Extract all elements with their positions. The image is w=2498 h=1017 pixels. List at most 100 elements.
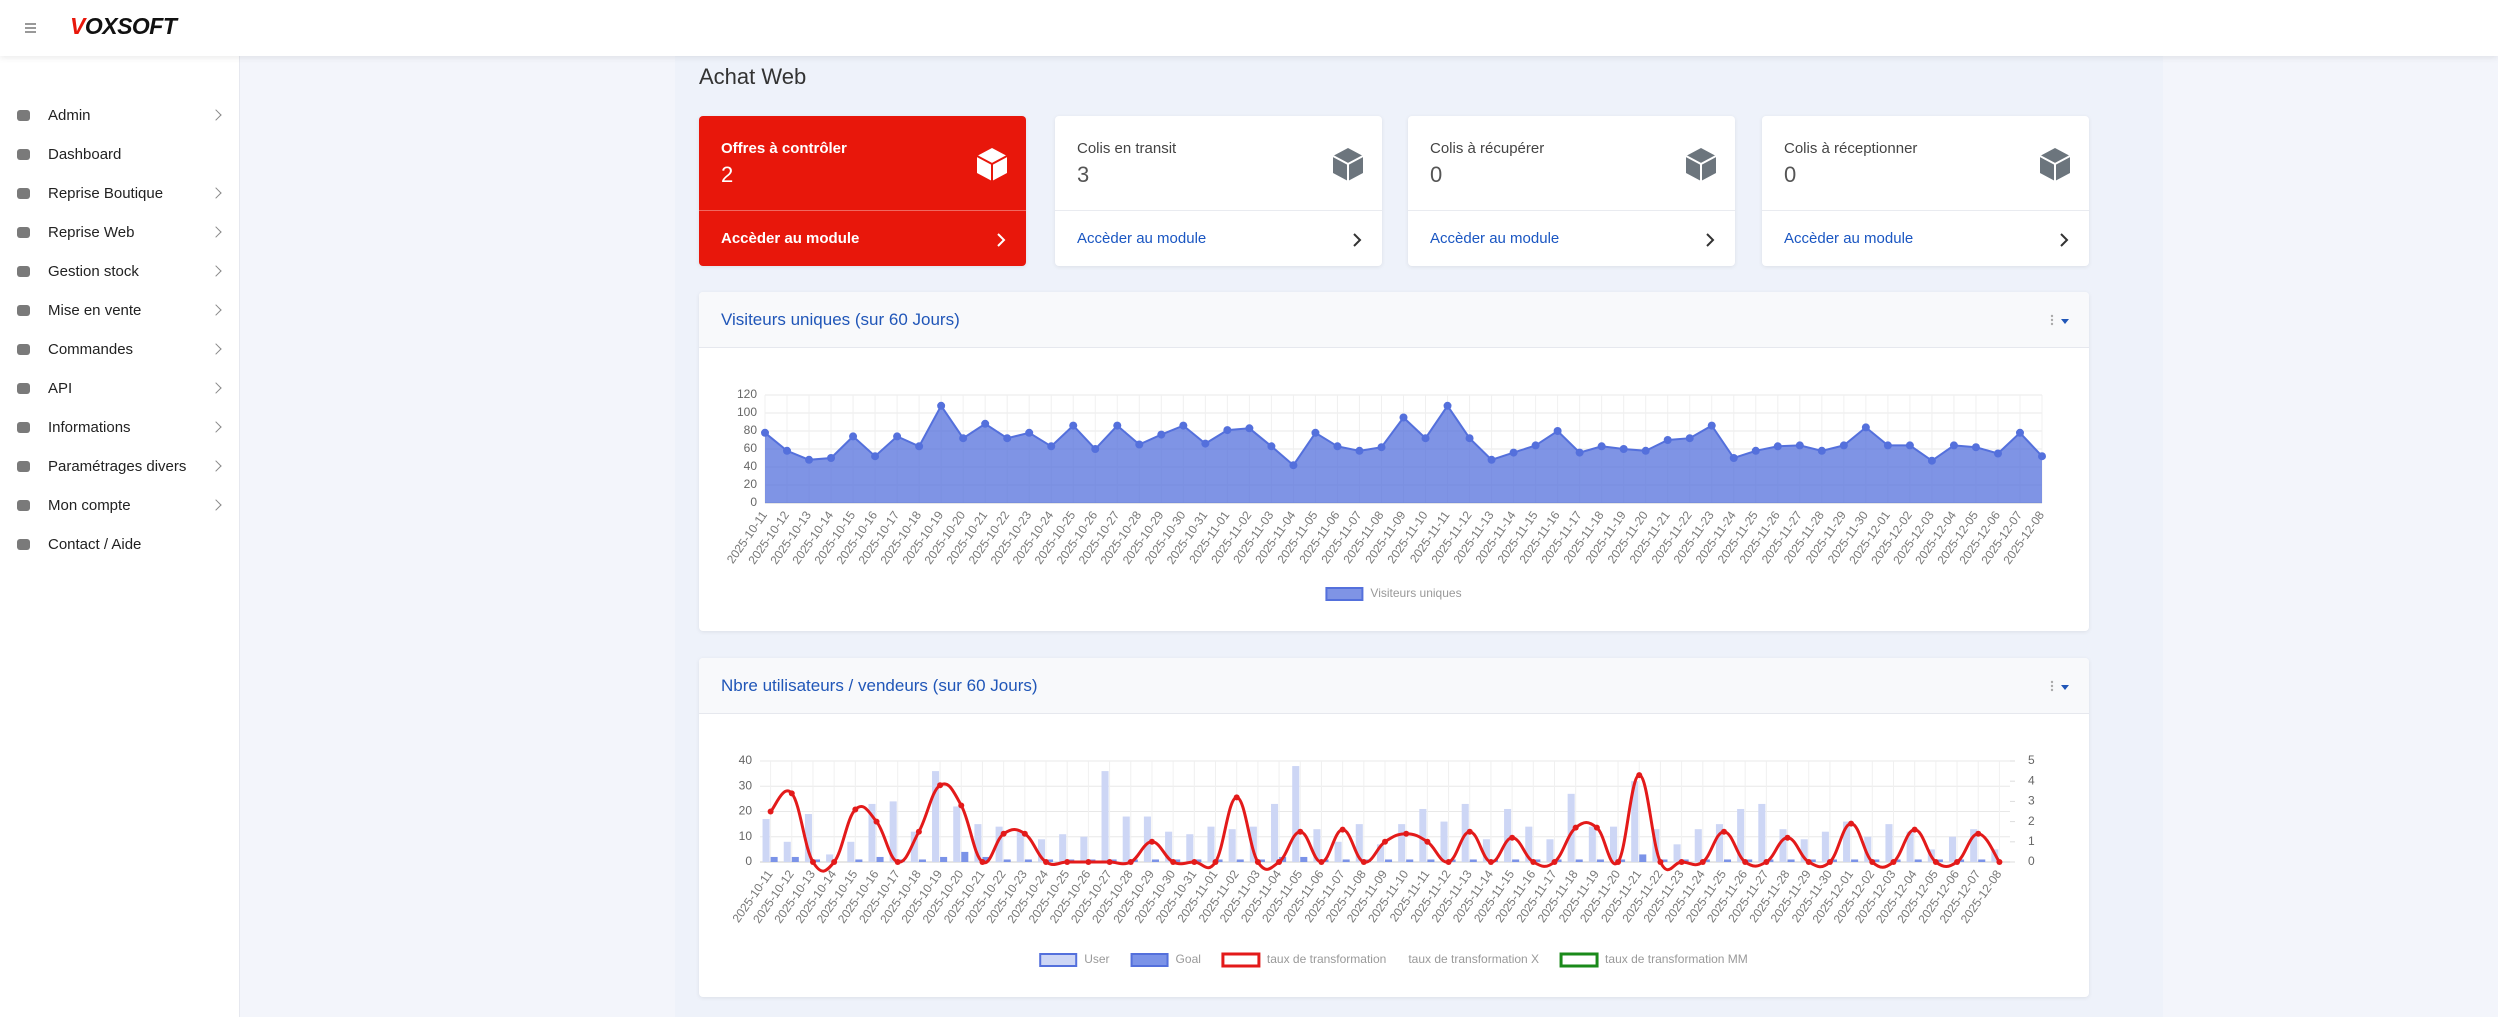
bar [1702,859,1710,862]
bar [1313,829,1321,862]
point [1657,859,1664,865]
y2-tick-label: 5 [2028,753,2035,767]
bar [1406,859,1414,862]
cube-icon [976,148,1008,181]
bar [1745,859,1753,862]
menu-chevron [210,382,222,394]
bar [1300,856,1308,862]
point [1720,828,1727,835]
logo[interactable]: VOXSOFT [70,13,177,39]
menu-item[interactable]: Reprise Boutique [0,174,240,213]
bar [1440,821,1448,862]
panel-menu[interactable] [2049,680,2073,694]
point [831,859,838,865]
menu-item[interactable]: Admin [0,96,240,135]
bar [847,841,855,862]
point [893,432,902,441]
bar [1935,859,1943,862]
menu-item[interactable]: Paramétrages divers [0,447,240,486]
card-title: Offres à contrôler [721,140,847,157]
bar [953,806,961,862]
point [979,859,986,865]
panel-title: Nbre utilisateurs / vendeurs (sur 60 Jou… [721,676,1038,695]
point [1707,421,1716,430]
card-link[interactable]: Accèder au module [1077,230,1207,247]
menu-item[interactable]: Gestion stock [0,252,240,291]
card-link[interactable]: Accèder au module [721,230,860,247]
menu-label: API [48,380,73,397]
point [1276,859,1283,865]
menu-item[interactable]: Commandes [0,330,240,369]
card-footer[interactable]: Accèder au module [1762,210,2089,266]
card-footer[interactable]: Accèder au module [1055,210,1382,266]
point [1861,423,1870,432]
menu-toggle[interactable] [25,23,36,25]
bar [1165,831,1173,862]
card-link[interactable]: Accèder au module [1784,230,1914,247]
stat-card: Colis à réceptionner 0 Accèder au module [1762,116,2089,266]
menu-chevron [210,343,222,355]
panel-menu[interactable] [2049,314,2073,328]
legend-swatch [1130,953,1169,967]
point [1996,859,2003,865]
point [1509,448,1518,457]
card-footer[interactable]: Accèder au module [1408,210,1735,266]
chart: 0204060801001202025-10-112025-10-122025-… [724,387,2047,601]
y-tick-label: 40 [744,459,758,473]
point [1487,859,1494,865]
bar [1906,831,1914,862]
point [1003,434,1012,443]
bar [1723,859,1732,862]
card-value: 0 [1430,162,1443,187]
bar [855,859,863,862]
point [1360,859,1367,865]
cube-icon [1685,148,1717,181]
point [1465,434,1474,443]
menu-item[interactable]: API [0,369,240,408]
menu-icon [17,539,30,550]
bar [1864,836,1872,862]
menu-icon [17,344,30,355]
menu-item[interactable]: Dashboard [0,135,240,174]
point [1333,442,1342,451]
y-tick-label: 20 [739,804,753,818]
legend-label: User [1084,952,1109,966]
y2-tick-label: 3 [2028,794,2035,808]
point [1245,424,1254,433]
menu-label: Dashboard [48,146,122,163]
menu-item[interactable]: Mon compte [0,486,240,525]
bar [1292,766,1300,862]
card-footer[interactable]: Accèder au module [699,210,1026,266]
menu-icon [17,422,30,433]
point [1399,413,1408,422]
menu-item[interactable]: Mise en vente [0,291,240,330]
point [1751,446,1760,455]
card-value: 3 [1077,162,1090,187]
bar [1194,859,1202,862]
menu-item[interactable]: Contact / Aide [0,525,240,564]
point [873,818,880,825]
point [959,434,968,443]
menu-item[interactable]: Informations [0,408,240,447]
legend-label: Goal [1176,952,1201,966]
y-tick-label: 80 [744,423,758,437]
point [1572,824,1579,831]
bar [1376,844,1384,862]
bar [1851,859,1859,862]
bar [995,826,1003,862]
card-link[interactable]: Accèder au module [1430,230,1560,247]
bar [1758,803,1766,862]
bar [1059,834,1067,862]
point [1297,828,1304,835]
point [1641,446,1650,455]
bar [770,856,778,862]
bar [1398,824,1406,862]
bar [1334,841,1342,862]
point [1509,834,1516,841]
menu-chevron [210,499,222,511]
menu-item[interactable]: Reprise Web [0,213,240,252]
menu-chevron [210,187,222,199]
stat-card: Offres à contrôler 2 Accèder au module [699,116,1026,266]
point [783,446,792,455]
